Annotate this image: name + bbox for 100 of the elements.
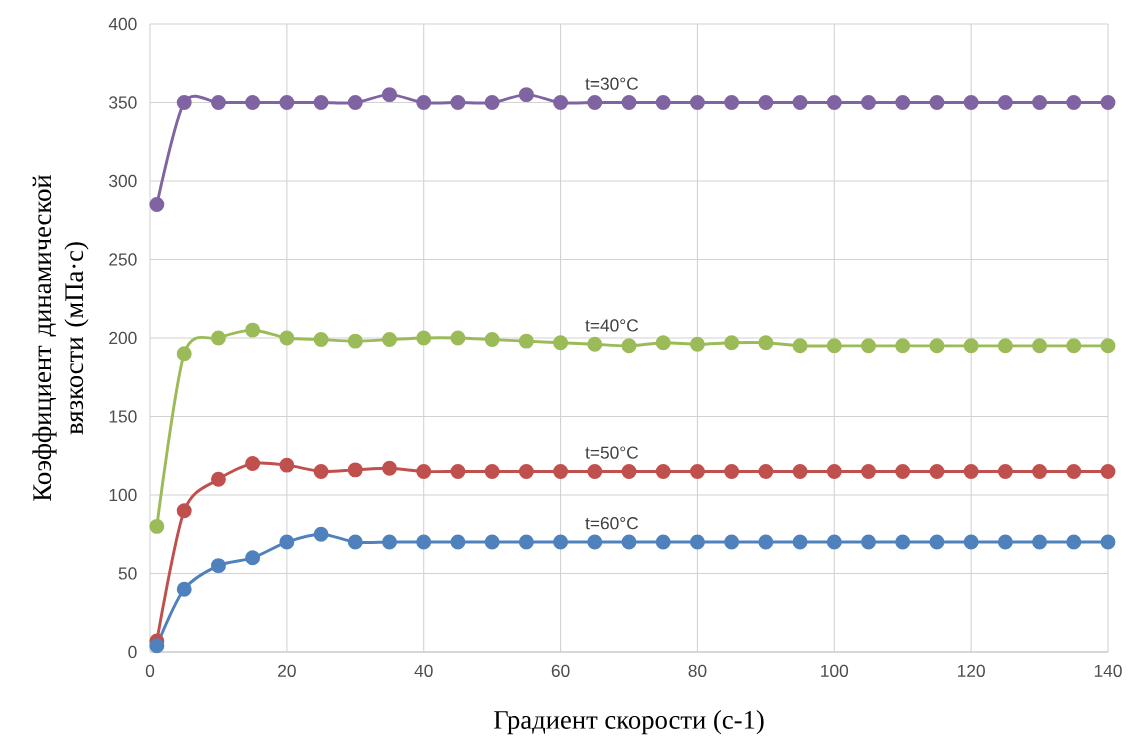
point <box>792 463 808 479</box>
point <box>826 95 842 110</box>
point <box>553 335 569 351</box>
point <box>347 462 363 478</box>
point <box>929 338 945 354</box>
point <box>210 95 226 110</box>
point <box>245 322 261 338</box>
point <box>963 534 979 550</box>
x-axis-title: Градиент скорости (с-1) <box>494 710 764 735</box>
y-tick-label: 400 <box>108 17 137 31</box>
point <box>210 558 226 574</box>
point <box>245 95 261 110</box>
y-tick-label: 50 <box>118 567 137 580</box>
point <box>416 534 432 550</box>
point <box>689 336 705 352</box>
point <box>416 463 432 479</box>
point <box>484 332 500 348</box>
point <box>929 463 945 479</box>
point <box>792 338 808 354</box>
point <box>997 338 1013 354</box>
point <box>963 95 979 110</box>
point <box>245 456 261 472</box>
point <box>176 503 192 519</box>
point <box>724 534 740 550</box>
point <box>245 550 261 566</box>
x-tick-label: 0 <box>145 664 155 677</box>
y-tick-label: 250 <box>109 253 137 266</box>
point <box>279 534 295 550</box>
point <box>518 87 534 103</box>
point <box>450 534 466 550</box>
point <box>347 95 363 110</box>
point <box>655 95 671 110</box>
point <box>416 330 432 346</box>
series-label: t=30°C <box>585 77 639 90</box>
point <box>518 333 534 349</box>
point <box>1100 534 1116 550</box>
point <box>724 95 740 110</box>
x-tick-label: 40 <box>414 664 433 677</box>
point <box>347 333 363 349</box>
x-tick-label: 60 <box>551 664 570 677</box>
point <box>553 534 569 550</box>
point <box>279 95 295 110</box>
point <box>450 330 466 346</box>
point <box>792 95 808 110</box>
point <box>655 335 671 351</box>
point <box>484 95 500 110</box>
point <box>792 534 808 550</box>
point <box>689 95 705 110</box>
point <box>826 338 842 354</box>
point <box>1100 338 1116 354</box>
point <box>1032 463 1048 479</box>
point <box>655 534 671 550</box>
point <box>416 95 432 110</box>
point <box>895 95 911 110</box>
series-label: t=40°C <box>585 319 639 332</box>
point <box>758 534 774 550</box>
point <box>587 534 603 550</box>
point <box>895 338 911 354</box>
x-tick-label: 20 <box>278 664 296 677</box>
point <box>826 534 842 550</box>
x-tick-label: 140 <box>1094 664 1122 677</box>
point <box>279 457 295 473</box>
point <box>382 460 397 476</box>
point <box>895 534 911 550</box>
series-label: t=50°C <box>585 446 639 459</box>
point <box>621 338 637 354</box>
point <box>176 95 192 110</box>
point <box>347 534 363 550</box>
point <box>176 581 192 597</box>
point <box>313 463 329 479</box>
series-label: t=60°C <box>585 517 639 530</box>
point <box>861 463 876 479</box>
point <box>758 95 774 110</box>
point <box>724 335 740 351</box>
point <box>210 330 226 346</box>
point <box>826 463 842 479</box>
point <box>621 95 637 110</box>
point <box>484 463 500 479</box>
point <box>587 95 603 110</box>
point <box>1100 95 1116 110</box>
point <box>1100 463 1116 479</box>
point <box>997 463 1013 479</box>
y-axis-title: Коэффициент динамической вязкости (мПа·с) <box>32 174 89 501</box>
point <box>553 463 569 479</box>
point <box>621 534 637 550</box>
point <box>963 463 979 479</box>
point <box>997 534 1013 550</box>
point <box>724 463 740 479</box>
point <box>758 335 774 351</box>
x-tick-label: 100 <box>821 664 849 677</box>
point <box>149 197 165 213</box>
point <box>450 95 466 110</box>
point <box>210 471 226 487</box>
point <box>997 95 1013 110</box>
point <box>149 638 165 654</box>
y-tick-label: 150 <box>109 410 137 423</box>
point <box>861 534 876 550</box>
point <box>484 534 500 550</box>
point <box>1032 338 1048 354</box>
point <box>1032 534 1048 550</box>
